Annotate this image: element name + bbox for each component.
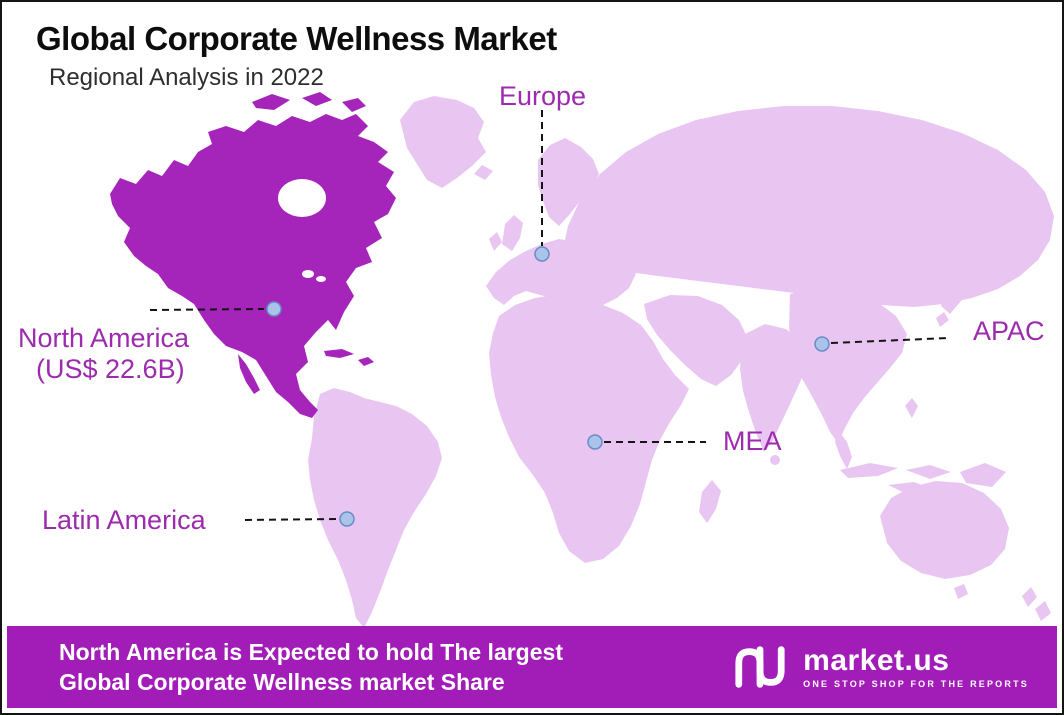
arctic-island-2 [302,92,332,106]
footer-banner: North America is Expected to hold The la… [7,626,1057,708]
hudson-bay [278,179,326,217]
island-great-britain [502,215,523,251]
island-borneo [906,465,951,479]
continent-australia [880,481,1009,579]
marker-mea [587,434,603,450]
region-india [740,324,808,452]
footer-headline-line2: Global Corporate Wellness market Share [59,669,505,695]
region-scandinavia [538,138,599,226]
island-new-zealand-north [1022,587,1037,607]
region-label-north-america: North America [18,323,190,353]
arctic-island-3 [342,98,366,112]
region-baja-california [238,354,260,394]
island-hispaniola [358,357,374,366]
region-siberia-russia [562,106,1054,307]
island-philippines [905,398,918,418]
brand-block: market.us ONE STOP SHOP FOR THE REPORTS [729,640,1029,694]
island-madagascar [699,480,721,523]
island-sri-lanka [770,455,780,465]
page-subtitle: Regional Analysis in 2022 [49,64,324,91]
marketus-logo-icon [735,646,785,688]
landmass-light-group [308,96,1054,628]
island-japan-north [941,278,968,314]
markers-group [266,246,830,527]
inland-water-group [278,179,326,282]
great-lake-2 [316,276,326,282]
region-label-apac: APAC [973,316,1045,346]
region-label-latin-america: Latin America [42,505,206,535]
region-value-north-america: (US$ 22.6B) [36,354,185,384]
island-sumatra [840,463,898,478]
leader-latin-america [244,518,338,521]
marker-latin-america [339,511,355,527]
page-title: Global Corporate Wellness Market [36,20,557,57]
leader-lines-group [149,110,950,521]
island-tasmania [954,584,968,599]
marker-apac [814,336,830,352]
continent-africa [489,294,689,563]
island-new-guinea [960,463,1006,487]
region-malay-peninsula [835,430,852,469]
brand-text: market.us ONE STOP SHOP FOR THE REPORTS [803,643,1029,689]
footer-headline: North America is Expected to hold The la… [59,637,563,697]
island-cuba [324,349,354,358]
continent-greenland [400,96,486,188]
great-lake-1 [302,270,314,278]
island-iceland [474,165,493,180]
continent-north-america [110,114,396,418]
landmass-highlight-group [110,92,396,418]
region-east-asia [789,287,907,443]
arctic-island-1 [252,94,290,110]
leader-apac [830,337,950,344]
continent-south-america [308,388,442,628]
region-label-mea: MEA [723,426,782,456]
marker-north-america [266,301,282,317]
brand-tagline: ONE STOP SHOP FOR THE REPORTS [803,678,1029,689]
footer-headline-line1: North America is Expected to hold The la… [59,639,563,665]
island-ireland [489,232,502,251]
region-label-europe: Europe [499,81,587,111]
island-new-zealand-south [1035,601,1051,621]
brand-name: market.us [803,643,950,677]
region-middle-east [644,295,748,386]
marker-europe [534,246,550,262]
island-japan-south [936,312,949,327]
